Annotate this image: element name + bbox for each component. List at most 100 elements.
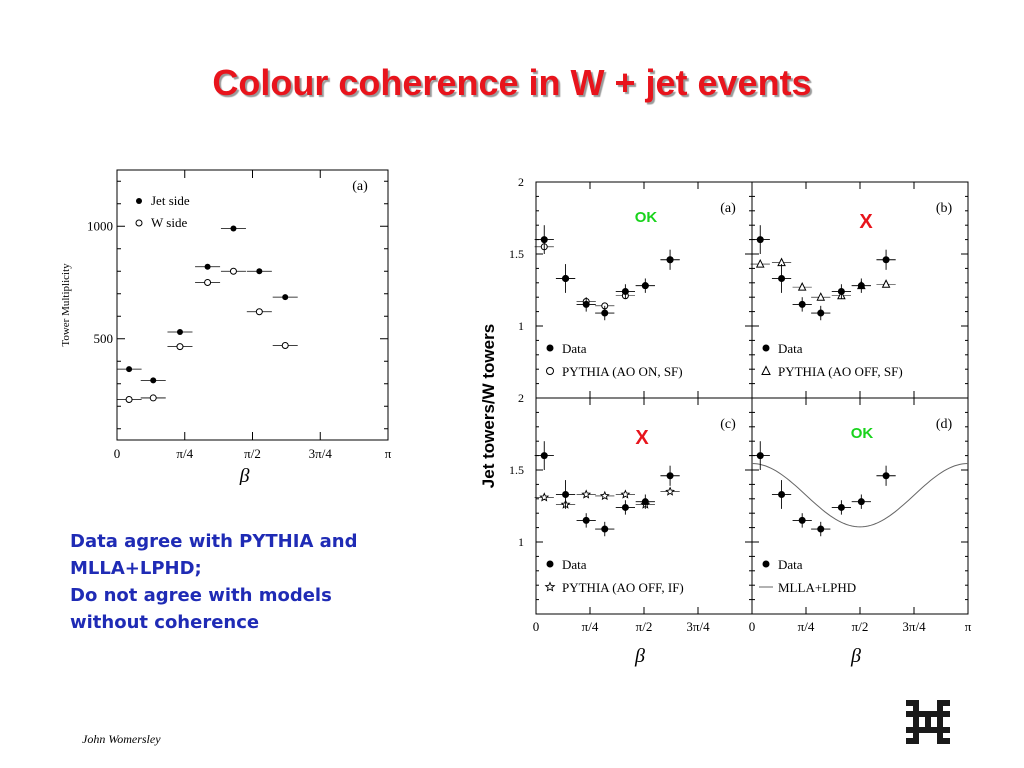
panel-label: (b) (936, 201, 953, 216)
legend-label-w: W side (151, 215, 187, 230)
jet-side-point (282, 294, 289, 301)
legend-marker-w (135, 219, 143, 227)
verdict-mark: X (635, 427, 649, 449)
x-tick-label: π/4 (176, 446, 193, 461)
legend-label-model: PYTHIA (AO OFF, SF) (778, 364, 903, 379)
data-point (562, 274, 570, 282)
data-point (666, 256, 674, 264)
data-point (817, 525, 825, 533)
x-tick-label: π/2 (636, 619, 653, 634)
data-point (857, 282, 865, 290)
data-point (756, 236, 764, 244)
data-point (798, 516, 806, 524)
legend-label-model: PYTHIA (AO ON, SF) (562, 364, 683, 379)
y-tick-label: 1000 (87, 218, 113, 233)
fermilab-logo-icon (906, 700, 950, 744)
conclusion-note: Data agree with PYTHIA and MLLA+LPHD; Do… (70, 528, 430, 636)
w-side-point (255, 308, 263, 316)
legend-marker-data (762, 344, 770, 352)
y-axis-label: Tower Multiplicity (60, 263, 72, 347)
data-point (837, 503, 845, 511)
legend-marker-data (546, 344, 554, 352)
panel-label: (a) (720, 201, 736, 216)
y-tick-label: 1 (518, 319, 524, 333)
x-axis-label: β (850, 645, 861, 667)
data-point (882, 256, 890, 264)
note-line-1: Data agree with PYTHIA and (70, 531, 358, 552)
note-line-4: without coherence (70, 612, 260, 633)
verdict-mark: X (859, 211, 873, 233)
legend-label-data: Data (778, 341, 803, 356)
verdict-mark: OK (635, 209, 658, 226)
x-tick-label: 0 (114, 446, 121, 461)
w-side-point (125, 396, 133, 403)
legend-label-data: Data (562, 341, 587, 356)
y-tick-label: 2 (518, 391, 524, 405)
w-side-point (176, 343, 184, 351)
x-tick-label: 0 (749, 619, 756, 634)
w-side-point (204, 279, 212, 286)
w-side-point (149, 394, 157, 402)
legend-marker-data (762, 560, 770, 568)
x-tick-label: 3π/4 (686, 619, 710, 634)
model-point (881, 279, 891, 288)
data-point (540, 236, 548, 244)
model-point (755, 258, 765, 268)
data-point (582, 516, 590, 524)
x-tick-label: π/2 (244, 446, 261, 461)
footer-author: John Womersley (82, 732, 161, 746)
panel-label: (a) (352, 179, 368, 194)
data-point (778, 274, 786, 282)
x-tick-label: π (965, 619, 972, 634)
tower-multiplicity-chart: 0 π/4 π/2 3π/4 π 500 1000 Tower Multiplicity β (a… (60, 169, 392, 485)
data-point (798, 300, 806, 308)
y-axis-title: Jet towers/W towers (479, 324, 498, 488)
data-point (540, 452, 548, 460)
jet-side-point (256, 268, 263, 275)
w-side-point (281, 342, 289, 349)
mlla-lphd-curve (751, 463, 969, 528)
x-axis-label: β (239, 465, 250, 485)
x-tick-label: 0 (533, 619, 540, 634)
data-point (562, 490, 570, 498)
data-point (641, 282, 649, 290)
legend-label-model: PYTHIA (AO OFF, IF) (562, 580, 684, 595)
x-tick-label: 3π/4 (309, 446, 333, 461)
data-point (778, 490, 786, 498)
model-point (620, 489, 631, 499)
jet-side-point (230, 225, 237, 232)
verdict-mark: OK (851, 425, 874, 442)
y-tick-label: 2 (518, 175, 524, 189)
data-point (582, 300, 590, 308)
legend-marker-model (761, 365, 771, 375)
plot-frame (116, 169, 389, 441)
data-point (601, 309, 609, 317)
data-point (641, 498, 649, 506)
legend-label-data: Data (562, 557, 587, 572)
x-axis-label: β (634, 645, 645, 667)
y-tick-label: 1 (518, 535, 524, 549)
data-point (621, 287, 629, 295)
x-tick-label: 3π/4 (902, 619, 926, 634)
y-tick-label: 500 (94, 331, 114, 346)
legend-label-model: MLLA+LPHD (778, 580, 856, 595)
y-tick-label: 1.5 (509, 463, 524, 477)
jet-side-point (126, 366, 133, 373)
data-point (817, 309, 825, 317)
jet-side-point (150, 377, 157, 384)
legend-label-data: Data (778, 557, 803, 572)
panel-label: (c) (720, 417, 736, 432)
y-tick-label: 1.5 (509, 247, 524, 261)
jet-side-point (176, 329, 183, 335)
data-point (621, 503, 629, 511)
data-point (601, 525, 609, 533)
data-point (882, 472, 890, 480)
w-side-point (229, 267, 237, 275)
data-point (756, 452, 764, 460)
x-tick-label: π/4 (582, 619, 599, 634)
data-point (837, 287, 845, 295)
model-point (581, 489, 592, 499)
note-line-2: MLLA+LPHD; (70, 558, 202, 579)
data-point (666, 472, 674, 480)
x-tick-label: π/4 (798, 619, 815, 634)
